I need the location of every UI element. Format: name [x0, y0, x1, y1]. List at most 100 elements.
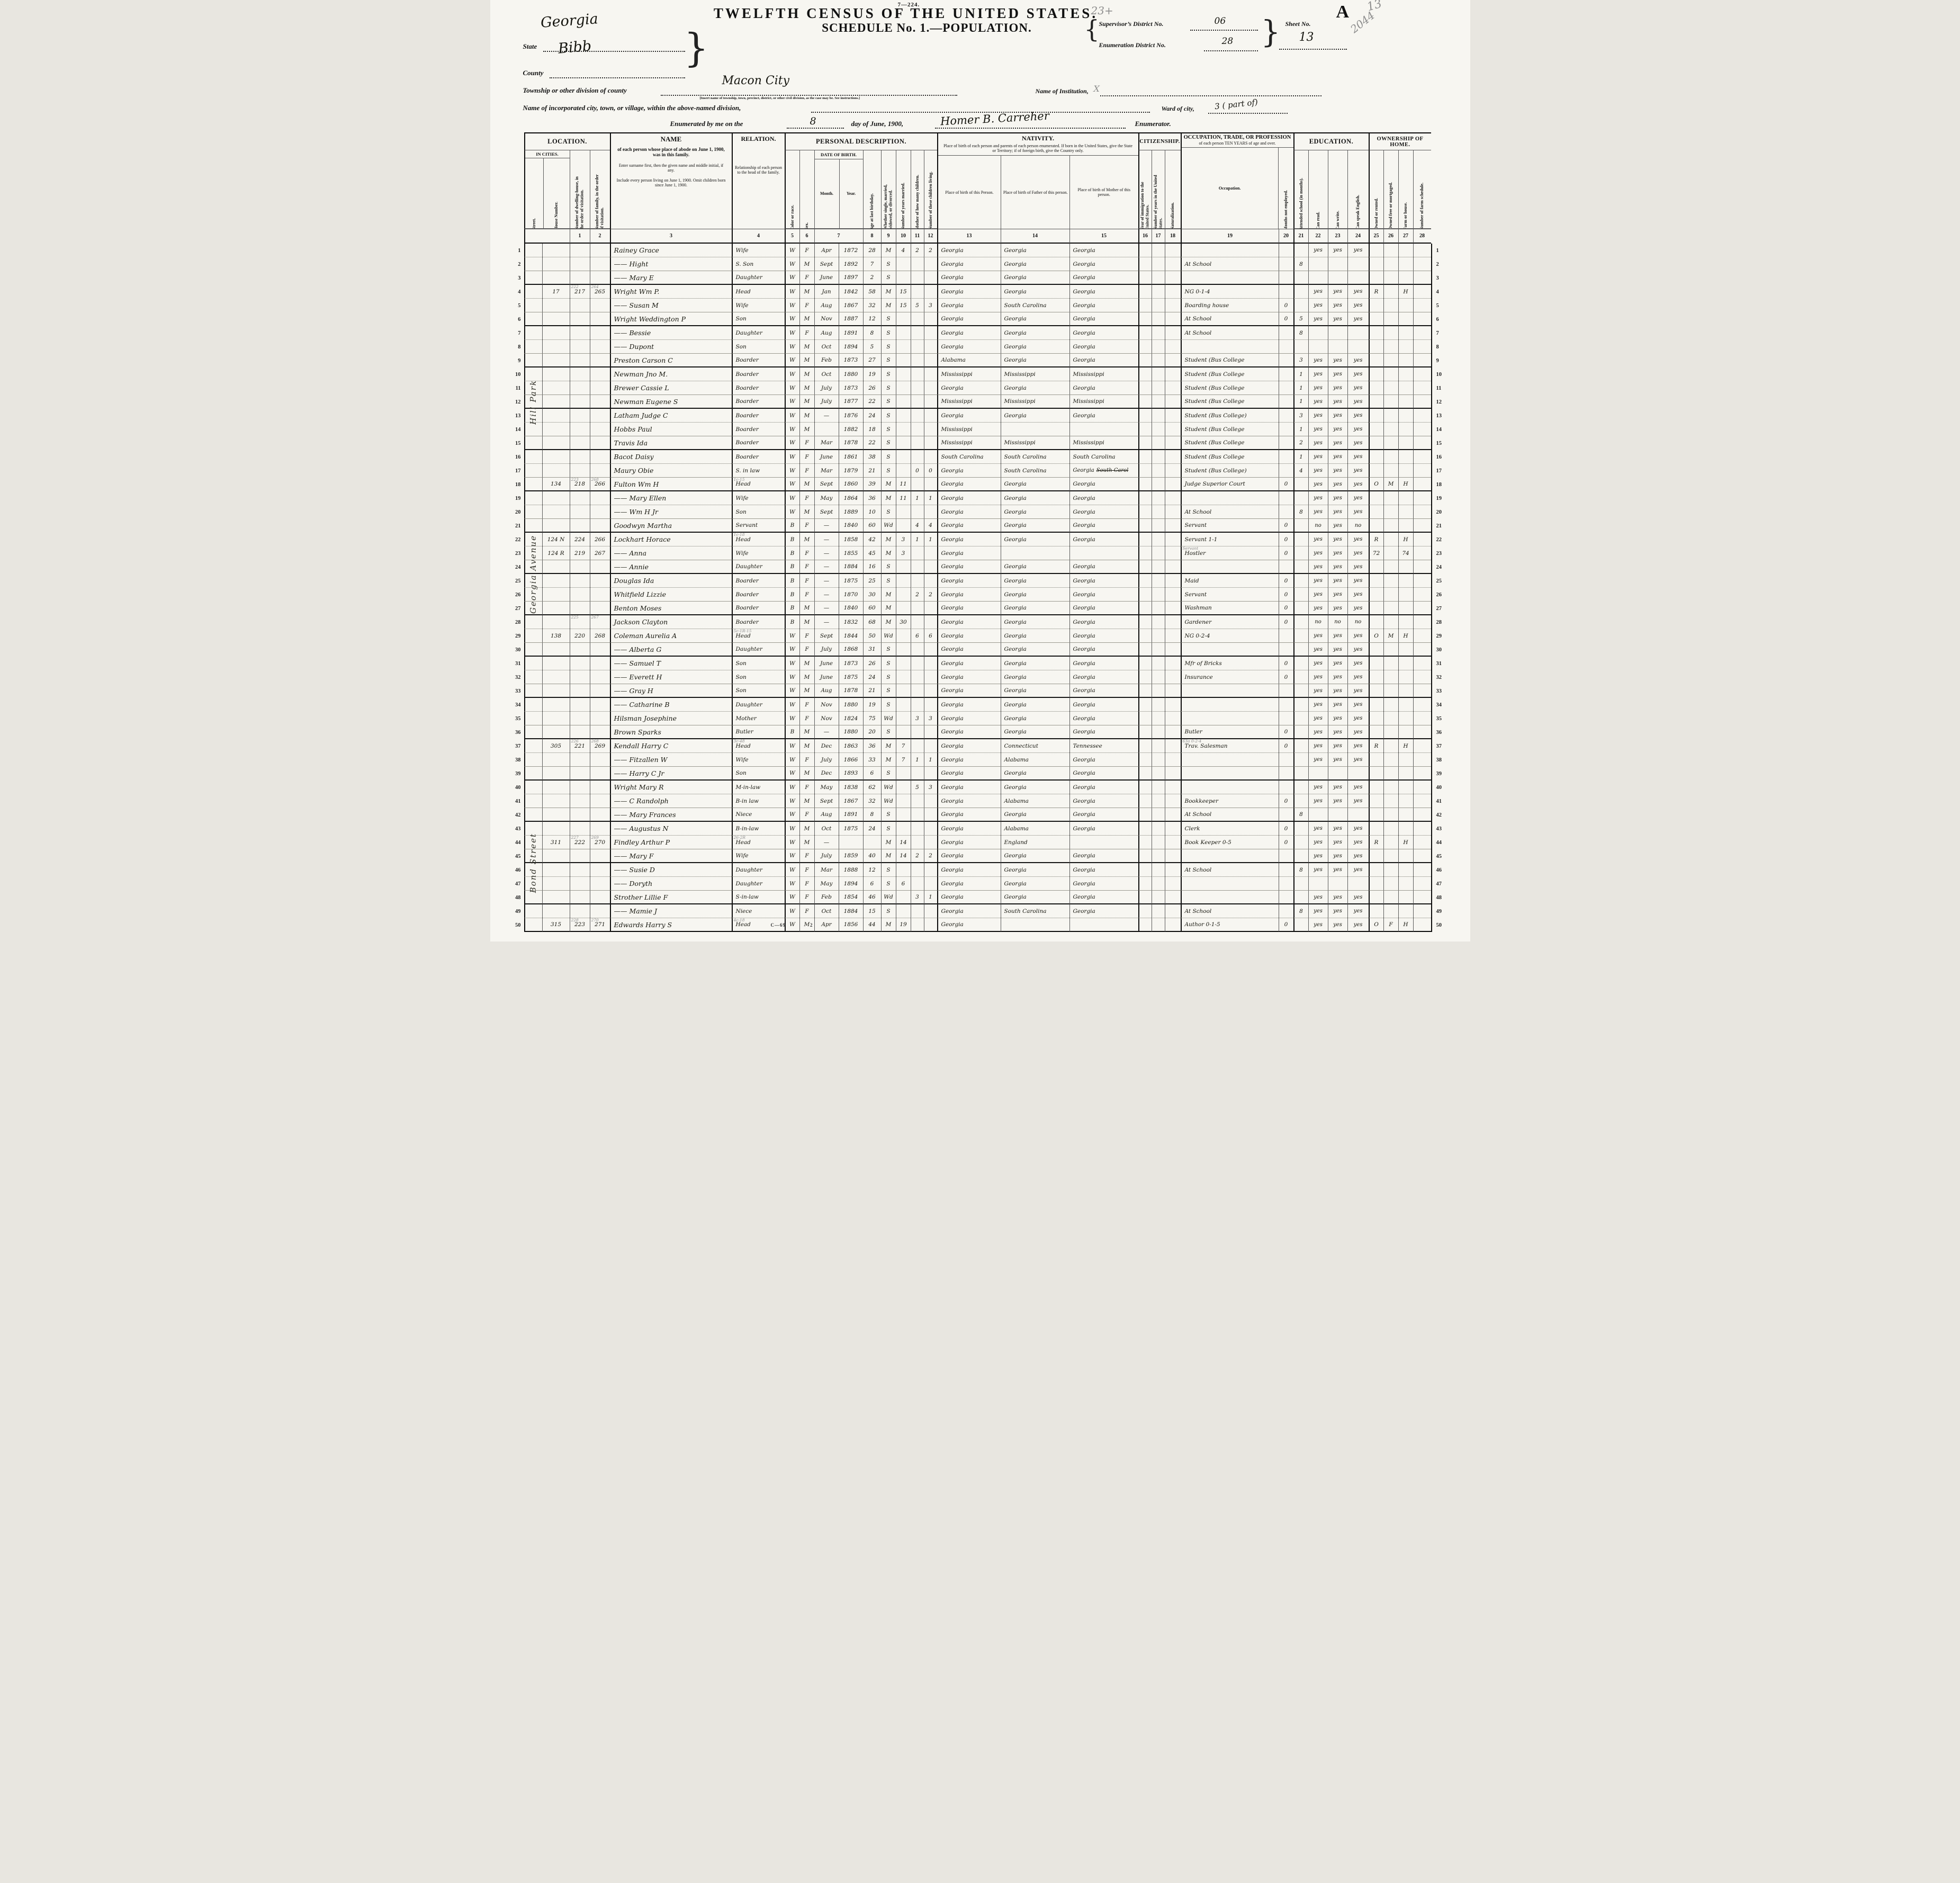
- row-15-farm-schedule: [1413, 436, 1431, 450]
- line-number-right-5: 5: [1431, 299, 1452, 312]
- row-27-birth-month: —: [814, 602, 839, 615]
- row-12-years-married: [895, 395, 911, 409]
- city-label: Name of incorporated city, town, or vill…: [523, 104, 741, 112]
- row-15-years-us: [1151, 436, 1165, 450]
- line-number-right-48: 48: [1431, 891, 1452, 904]
- row-25-can-read: yes: [1308, 574, 1328, 588]
- row-26-color: B: [784, 588, 799, 602]
- row-9-relation: Boarder: [731, 354, 785, 367]
- row-8-birth-month: Oct: [814, 340, 839, 354]
- row-7-years-us: [1151, 326, 1165, 340]
- row-45-birthplace: Georgia: [937, 849, 1001, 863]
- state-value: Georgia: [540, 11, 599, 31]
- row-46-street: [524, 863, 542, 877]
- row-23-sex: F: [799, 546, 814, 560]
- line-number-right-15: 15: [1431, 436, 1452, 450]
- row-31-years-us: [1151, 657, 1165, 670]
- row-33-can-read: yes: [1308, 684, 1328, 698]
- row-25-attended-school: [1293, 574, 1308, 588]
- row-36-birth-year: 1880: [838, 725, 863, 739]
- line-number-left-9: 9: [518, 357, 521, 364]
- row-40-mother-birthplace: Georgia: [1069, 781, 1138, 794]
- row-49-age: 15: [862, 904, 881, 918]
- row-44-farm-schedule: [1413, 836, 1431, 849]
- line-number-left-23: 23: [515, 550, 521, 557]
- row-2-can-write: [1327, 257, 1347, 271]
- row-3-years-married: [895, 271, 911, 285]
- row-41-name: —— C Randolph: [609, 794, 732, 808]
- row-23-children-living: [923, 546, 937, 560]
- row-44-can-speak: yes: [1347, 836, 1369, 849]
- row-39-family: [589, 767, 610, 781]
- row-19-occupation: [1180, 491, 1279, 505]
- group-name-box: NAME of each person whose place of abode …: [609, 132, 732, 229]
- line-number-left-15: 15: [515, 440, 521, 446]
- row-41-color: W: [784, 794, 799, 808]
- row-16-marital: S: [880, 450, 896, 464]
- row-40-relation: M-in-law: [731, 781, 785, 794]
- row-38-dwelling: [569, 753, 590, 767]
- row-1-birthplace: Georgia: [937, 244, 1001, 257]
- row-4-farm-house: H: [1398, 285, 1413, 299]
- row-10-owned-free: [1383, 367, 1398, 381]
- institution-line: [1100, 95, 1321, 96]
- row-34-relation: Daughter: [731, 698, 785, 712]
- row-37-dwelling: 226 221: [569, 739, 590, 753]
- row-36-can-write: yes: [1327, 725, 1347, 739]
- row-19-father-birthplace: Georgia: [1000, 491, 1069, 505]
- row-17-father-birthplace: South Carolina: [1000, 464, 1069, 478]
- county-value: Bibb: [557, 38, 592, 57]
- row-46-family: [589, 863, 610, 877]
- row-45-years-us: [1151, 849, 1165, 863]
- row-12-age: 22: [862, 395, 881, 409]
- row-23-birth-month: —: [814, 546, 839, 560]
- row-39-relation: Son: [731, 767, 785, 781]
- row-17-immigration: [1138, 464, 1152, 478]
- row-39-house: [542, 767, 570, 781]
- row-25-marital: S: [880, 574, 896, 588]
- row-11-birth-year: 1873: [838, 381, 863, 395]
- row-9-marital: S: [880, 354, 896, 367]
- line-number-right-34: 34: [1431, 698, 1452, 712]
- row-6-name: Wright Weddington P: [609, 312, 732, 326]
- line-number-left-50: 50: [515, 922, 521, 928]
- line-number-left-12: 12: [515, 399, 521, 405]
- row-2-family: [589, 257, 610, 271]
- row-29-birth-year: 1844: [838, 629, 863, 643]
- row-37-can-read: yes: [1308, 739, 1328, 753]
- line-number-left-36: 36: [515, 729, 521, 736]
- row-46-children-living: [923, 863, 937, 877]
- row-37-mother-of: [910, 739, 924, 753]
- row-34-immigration: [1138, 698, 1152, 712]
- row-5-sex: F: [799, 299, 814, 312]
- row-12-family: [589, 395, 610, 409]
- row-21-sex: F: [799, 519, 814, 533]
- row-8-father-birthplace: Georgia: [1000, 340, 1069, 354]
- row-44-birthplace: Georgia: [937, 836, 1001, 849]
- line-number-right-19: 19: [1431, 491, 1452, 505]
- row-7-relation: Daughter: [731, 326, 785, 340]
- row-14-marital: S: [880, 423, 896, 436]
- group-nativity-box: NATIVITY. Place of birth of each person a…: [937, 132, 1138, 229]
- row-5-naturalization: [1164, 299, 1181, 312]
- row-7-birth-month: Aug: [814, 326, 839, 340]
- row-27-relation: Boarder: [731, 602, 785, 615]
- row-2-house: [542, 257, 570, 271]
- row-12-can-speak: yes: [1347, 395, 1369, 409]
- row-28-sex: M: [799, 615, 814, 629]
- row-49-birthplace: Georgia: [937, 904, 1001, 918]
- row-39-occupation: [1180, 767, 1279, 781]
- row-37-farm-schedule: [1413, 739, 1431, 753]
- row-45-can-write: yes: [1327, 849, 1347, 863]
- row-19-sex: F: [799, 491, 814, 505]
- row-47-mother-birthplace: Georgia: [1069, 877, 1138, 891]
- row-43-street: [524, 822, 542, 836]
- row-5-farm-schedule: [1413, 299, 1431, 312]
- row-4-mother-of: [910, 285, 924, 299]
- row-47-can-speak: [1347, 877, 1369, 891]
- row-34-can-speak: yes: [1347, 698, 1369, 712]
- row-6-can-speak: yes: [1347, 312, 1369, 326]
- enumerated-prefix: Enumerated by me on the: [670, 120, 743, 128]
- row-37-owned-rented: R: [1368, 739, 1383, 753]
- row-9-mother-of: [910, 354, 924, 367]
